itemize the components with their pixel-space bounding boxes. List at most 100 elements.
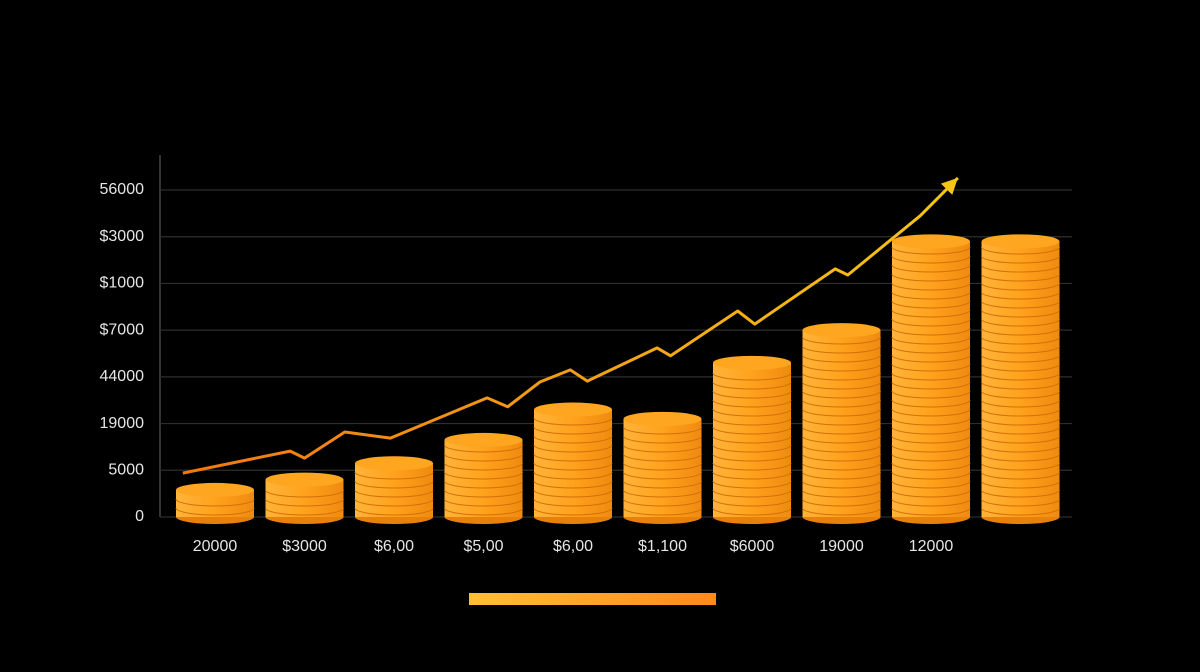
coin-edge bbox=[981, 498, 1060, 507]
coin-edge bbox=[981, 264, 1060, 273]
coin-edge bbox=[533, 471, 613, 480]
coin-edge bbox=[802, 390, 881, 399]
coin-edge bbox=[981, 318, 1060, 327]
coin-edge bbox=[802, 372, 881, 381]
coin-edge bbox=[175, 507, 255, 516]
coin-edge bbox=[623, 498, 702, 507]
coin-edge bbox=[891, 381, 971, 390]
coin-edge bbox=[712, 372, 792, 381]
coin-edge bbox=[891, 399, 971, 408]
coin-edge bbox=[444, 489, 523, 498]
coin-edge bbox=[712, 435, 792, 444]
coin-edge bbox=[802, 435, 881, 444]
coin-edge bbox=[802, 417, 881, 426]
coin-edge bbox=[533, 498, 613, 507]
coin-edge bbox=[981, 444, 1060, 453]
coin-edge bbox=[891, 282, 971, 291]
coin-edge bbox=[354, 498, 434, 507]
coin-edge bbox=[354, 480, 434, 489]
coin-top bbox=[534, 402, 612, 417]
coin-edge bbox=[712, 417, 792, 426]
coin-edge bbox=[354, 471, 434, 480]
coin-edge bbox=[802, 489, 881, 498]
coin-edge bbox=[802, 471, 881, 480]
coin-edge bbox=[981, 336, 1060, 345]
coin-edge bbox=[802, 453, 881, 462]
coin-edge bbox=[444, 471, 523, 480]
coin-edge bbox=[891, 480, 971, 489]
coin-edge bbox=[891, 462, 971, 471]
coin-edge bbox=[802, 354, 881, 363]
coin-edge bbox=[981, 363, 1060, 372]
coin-edge bbox=[354, 507, 434, 516]
x-tick-label: $5,00 bbox=[463, 538, 503, 555]
coin-edge bbox=[891, 318, 971, 327]
coin-edge bbox=[891, 273, 971, 282]
coin-edge bbox=[802, 462, 881, 471]
coin-edge bbox=[712, 408, 792, 417]
coin-edge bbox=[981, 345, 1060, 354]
decor-bar bbox=[469, 593, 716, 605]
coin-edge bbox=[623, 435, 702, 444]
coin-edge bbox=[802, 336, 881, 345]
bar bbox=[534, 409, 612, 517]
coin-edge bbox=[891, 507, 971, 516]
coin-edge bbox=[981, 327, 1060, 336]
coin-edge bbox=[265, 498, 344, 507]
coin-edge bbox=[981, 417, 1060, 426]
x-tick-label: $6,00 bbox=[553, 538, 593, 555]
coin-top bbox=[355, 456, 433, 471]
bar bbox=[981, 241, 1060, 517]
coin-edge bbox=[623, 480, 702, 489]
coin-edge bbox=[802, 363, 881, 372]
coin-edge bbox=[444, 507, 523, 516]
coin-edge bbox=[444, 444, 523, 453]
coin-top bbox=[892, 234, 970, 249]
coin-top bbox=[176, 482, 254, 497]
coin-edge bbox=[891, 336, 971, 345]
coin-edge bbox=[891, 264, 971, 273]
coin-edge bbox=[623, 471, 702, 480]
coin-edge bbox=[981, 291, 1060, 300]
coin-edge bbox=[712, 489, 792, 498]
coin-edge bbox=[533, 417, 613, 426]
coin-edge bbox=[891, 300, 971, 309]
coin-edge bbox=[802, 345, 881, 354]
coin-top bbox=[444, 432, 523, 447]
coin-edge bbox=[891, 345, 971, 354]
coin-edge bbox=[981, 435, 1060, 444]
coin-edge bbox=[712, 453, 792, 462]
y-tick-label: 0 bbox=[135, 508, 144, 525]
coin-edge bbox=[981, 255, 1060, 264]
coin-edge bbox=[981, 480, 1060, 489]
coin-edge bbox=[802, 507, 881, 516]
coin-edge bbox=[891, 255, 971, 264]
coin-edge bbox=[891, 453, 971, 462]
coin-edge bbox=[891, 354, 971, 363]
y-tick-label: $7000 bbox=[100, 321, 145, 338]
coin-edge bbox=[533, 435, 613, 444]
coin-edge bbox=[444, 480, 523, 489]
coin-edge bbox=[444, 498, 523, 507]
coin-edge bbox=[981, 246, 1060, 255]
trend-arrow bbox=[940, 177, 958, 195]
coin-edge bbox=[533, 489, 613, 498]
x-tick-label: $3000 bbox=[282, 538, 327, 555]
coin-edge bbox=[712, 480, 792, 489]
coin-edge bbox=[891, 372, 971, 381]
coin-edge bbox=[891, 291, 971, 300]
coin-top bbox=[623, 411, 702, 426]
coin-edge bbox=[712, 498, 792, 507]
trend-line bbox=[182, 176, 959, 475]
coin-top bbox=[265, 472, 344, 487]
coin-edge bbox=[802, 444, 881, 453]
coin-edge bbox=[802, 480, 881, 489]
coin-top bbox=[713, 355, 791, 370]
coin-edge bbox=[981, 300, 1060, 309]
coin-edge bbox=[981, 381, 1060, 390]
coin-edge bbox=[623, 507, 702, 516]
coin-edge bbox=[891, 309, 971, 318]
coin-edge bbox=[981, 282, 1060, 291]
